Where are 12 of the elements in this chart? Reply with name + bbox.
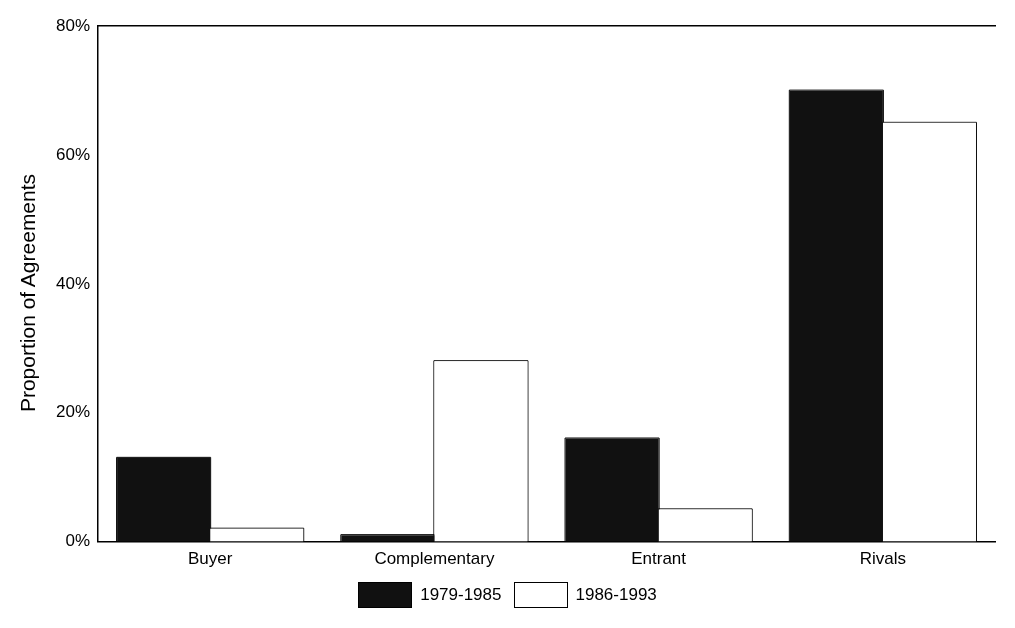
x-tick-label: Rivals — [859, 549, 907, 569]
x-tick-label: Buyer — [187, 549, 233, 569]
y-tick-label: 0% — [65, 531, 91, 551]
y-tick-label: 40% — [55, 273, 91, 293]
y-tick-label: 60% — [55, 144, 91, 164]
x-tick-label: Entrant — [631, 549, 687, 569]
y-tick-label: 80% — [55, 15, 91, 35]
y-axis-title: Proportion of Agreements — [16, 173, 40, 413]
text: 1986-1993 — [575, 585, 657, 605]
legend-label: 1979-1985 — [420, 585, 502, 605]
x-tick-label: Complementary — [374, 549, 495, 569]
y-tick-label: 20% — [55, 402, 91, 422]
